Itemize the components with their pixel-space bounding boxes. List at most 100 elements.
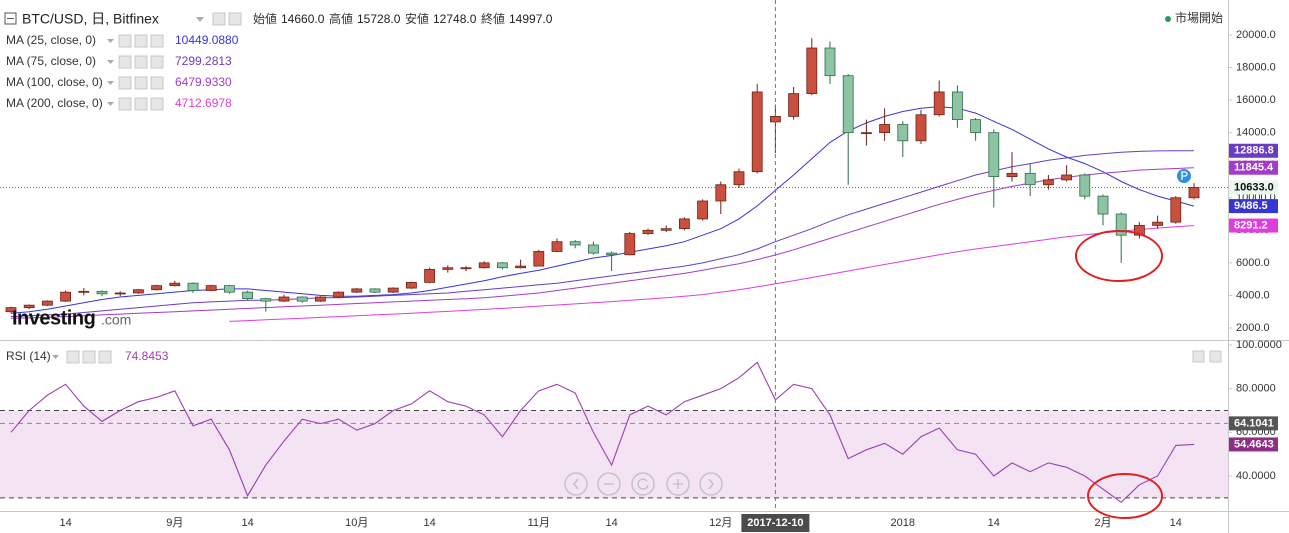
x-tick-label: 14 [241, 517, 253, 529]
collapse-icon[interactable] [4, 12, 17, 25]
legend-dropdown[interactable] [52, 355, 59, 359]
legend-icon[interactable] [118, 34, 132, 48]
event-marker-glyph [1181, 171, 1188, 180]
candle-body [1115, 213, 1127, 236]
legend-value: 10449.0880 [175, 33, 239, 47]
legend-value: 6479.9330 [175, 75, 232, 89]
candle-body [351, 288, 363, 293]
legend-icon[interactable] [134, 34, 148, 48]
candle-body [788, 93, 800, 117]
x-tick-label: 10月 [345, 517, 368, 529]
x-tick-label: 14 [59, 517, 71, 529]
legend-dropdown[interactable] [107, 39, 114, 43]
crosshair-date-bg [741, 514, 810, 532]
y-tick-label: 18000.0 [1236, 61, 1276, 73]
ohlc-label: 安値 [405, 11, 429, 26]
candle-body [169, 282, 181, 287]
legend-icon[interactable] [150, 55, 164, 69]
market-status: 市場開始 [1175, 10, 1223, 25]
candle-body [114, 292, 126, 295]
candle-body [806, 47, 818, 94]
reset-button[interactable] [631, 472, 655, 496]
candle-body [5, 307, 17, 313]
ma-last-tag-bg [1229, 160, 1278, 175]
ma-last-tag-bg [1229, 199, 1278, 214]
x-tick-label: 9月 [166, 517, 183, 529]
scroll-right-button[interactable] [699, 472, 723, 496]
scroll-left-glyph [573, 478, 579, 490]
candle-body [1042, 179, 1054, 186]
candle-body [187, 282, 199, 291]
legend-value: 74.8453 [125, 349, 169, 363]
legend-dropdown[interactable] [107, 81, 114, 85]
candle-body [1061, 174, 1073, 181]
y-tick-label: 6000.0 [1236, 257, 1270, 269]
legend-icon[interactable] [134, 97, 148, 111]
y-tick-label: 16000.0 [1236, 94, 1276, 106]
ohlc-header: 始値 14660.0 高値 15728.0 安値 12748.0 終値 14997.0 [253, 11, 553, 26]
legend-icon[interactable] [150, 34, 164, 48]
legend-icon[interactable] [82, 350, 96, 364]
ohlc-value: 15728.0 [357, 12, 401, 26]
ma-line [10, 167, 1195, 319]
ma-last-tag: 12886.8 [1234, 145, 1274, 157]
candle-body [387, 287, 399, 293]
y-tick-label: 80.0000 [1236, 383, 1276, 395]
candle-body [897, 124, 909, 142]
settings-icon[interactable] [228, 12, 242, 26]
candle-body [606, 252, 618, 256]
candle-body [1097, 195, 1109, 215]
scroll-right-glyph [708, 478, 714, 490]
candle-body [205, 285, 217, 291]
x-tick-label: 11月 [528, 517, 550, 529]
legend-icon[interactable] [118, 97, 132, 111]
candle-body [642, 229, 654, 234]
candle-body [879, 124, 891, 134]
candle-body [587, 244, 599, 254]
legend-icon[interactable] [66, 350, 80, 364]
candle-body [733, 171, 745, 186]
scroll-left-button[interactable] [564, 472, 588, 496]
candle-body [242, 291, 254, 300]
candle-body [933, 91, 945, 116]
maximize-icon[interactable] [1209, 350, 1222, 363]
legend-icon[interactable] [150, 76, 164, 90]
axes: 2000.04000.06000.08000.010000.012000.014… [59, 29, 1282, 532]
x-tick-label: 14 [1170, 517, 1182, 529]
legend-value: 4712.6978 [175, 96, 232, 110]
candle-body [442, 267, 454, 270]
candle-body [278, 296, 290, 302]
ohlc-value: 14660.0 [281, 12, 325, 26]
zoom-out-button[interactable] [597, 472, 621, 496]
candle-body [915, 114, 927, 142]
y-tick-label: 100.0000 [1236, 339, 1282, 351]
y-tick-label: 20000.0 [1236, 29, 1276, 41]
candle-body [296, 296, 308, 302]
legend-dropdown[interactable] [107, 60, 114, 64]
legend-icon[interactable] [150, 97, 164, 111]
legend-icon[interactable] [134, 55, 148, 69]
candle-body [751, 91, 763, 173]
x-tick-label: 14 [423, 517, 435, 529]
candle-body [78, 290, 90, 293]
ma-last-tag: 8291.2 [1234, 219, 1268, 231]
zoom-in-button[interactable] [666, 472, 690, 496]
legend-name: MA (25, close, 0) [6, 33, 96, 47]
legend-icon[interactable] [118, 55, 132, 69]
price-panel [0, 38, 1228, 322]
eye-icon[interactable] [212, 12, 226, 26]
legend-name: MA (75, close, 0) [6, 54, 96, 68]
legend-name: MA (100, close, 0) [6, 75, 103, 89]
candle-body [1024, 172, 1036, 186]
dropdown-arrow[interactable] [196, 17, 204, 22]
move-up-icon[interactable] [1192, 350, 1205, 363]
candle-body [660, 228, 672, 231]
legend-icon[interactable] [118, 76, 132, 90]
legend-name: MA (200, close, 0) [6, 96, 103, 110]
legend-icon[interactable] [134, 76, 148, 90]
ohlc-label: 始値 [253, 11, 277, 26]
ohlc-label: 終値 [481, 11, 505, 26]
legend-dropdown[interactable] [107, 102, 114, 106]
legend-icon[interactable] [98, 350, 112, 364]
candle-body [970, 119, 982, 134]
